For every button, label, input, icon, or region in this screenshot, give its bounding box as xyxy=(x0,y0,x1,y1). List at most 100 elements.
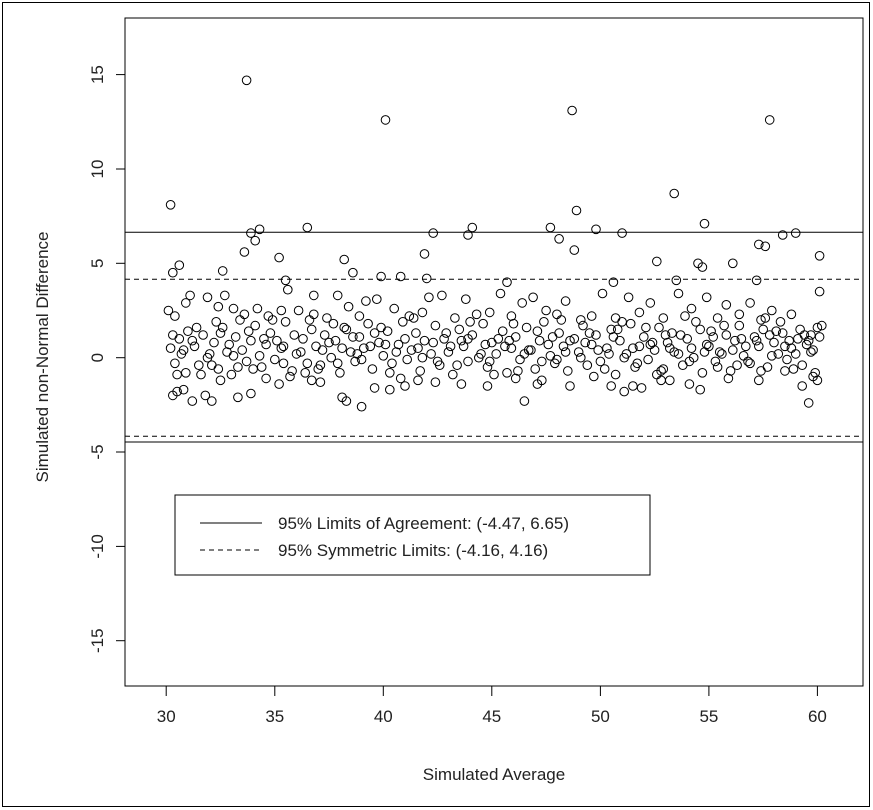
data-point xyxy=(799,330,810,340)
data-point xyxy=(669,188,680,199)
data-point xyxy=(580,337,591,348)
data-point xyxy=(634,341,645,352)
data-point xyxy=(463,334,473,344)
data-point xyxy=(563,366,573,376)
data-point xyxy=(754,375,764,386)
data-point xyxy=(751,335,762,346)
data-point xyxy=(793,334,803,344)
data-point xyxy=(359,343,369,354)
data-point xyxy=(450,313,460,323)
data-point xyxy=(298,334,308,344)
data-point xyxy=(515,354,525,365)
data-point xyxy=(204,349,215,359)
data-point xyxy=(697,368,708,378)
data-point xyxy=(248,364,258,374)
data-point xyxy=(658,313,669,323)
data-point xyxy=(612,324,623,335)
data-point xyxy=(786,309,797,320)
data-point xyxy=(424,292,434,303)
x-tick-label: 45 xyxy=(482,707,501,726)
data-point xyxy=(814,251,825,261)
data-point xyxy=(673,288,684,299)
data-point xyxy=(734,320,745,331)
data-point xyxy=(419,335,430,346)
data-point xyxy=(695,324,706,335)
data-point xyxy=(602,343,612,354)
data-point xyxy=(645,298,656,308)
data-point xyxy=(178,345,189,355)
data-point xyxy=(352,349,363,359)
data-point xyxy=(246,388,256,399)
data-point xyxy=(191,322,202,333)
data-point xyxy=(782,354,792,365)
x-tick-label: 35 xyxy=(265,707,284,726)
data-point xyxy=(363,318,373,329)
data-point xyxy=(256,362,267,372)
data-point xyxy=(803,398,814,408)
data-point xyxy=(517,298,528,308)
data-point xyxy=(380,115,391,125)
data-point xyxy=(463,230,473,240)
data-point xyxy=(502,277,512,288)
x-tick-label: 50 xyxy=(591,707,610,726)
data-point xyxy=(380,339,391,350)
data-point xyxy=(502,368,512,378)
data-point xyxy=(374,337,384,348)
data-point xyxy=(576,352,586,363)
data-point xyxy=(619,386,630,397)
data-point xyxy=(456,335,467,346)
data-point xyxy=(484,307,495,318)
data-point xyxy=(415,366,426,376)
data-point xyxy=(430,320,441,331)
data-point xyxy=(652,256,662,267)
data-point xyxy=(652,369,662,380)
data-point xyxy=(322,313,332,323)
data-point xyxy=(213,364,224,374)
legend-entry-symmetric-limits: 95% Symmetric Limits: (-4.16, 4.16) xyxy=(278,541,548,560)
data-point xyxy=(625,318,636,329)
data-point xyxy=(632,358,643,369)
legend-box xyxy=(174,494,651,576)
data-point xyxy=(660,330,671,340)
data-point xyxy=(285,371,295,382)
data-point xyxy=(194,360,204,371)
data-point xyxy=(541,305,551,316)
data-point xyxy=(760,241,771,252)
data-point xyxy=(369,383,380,393)
data-point xyxy=(784,335,795,346)
data-point xyxy=(207,360,217,371)
data-point xyxy=(721,330,732,340)
data-point xyxy=(595,356,606,367)
data-point xyxy=(701,339,712,350)
data-point xyxy=(261,339,271,350)
data-point xyxy=(311,341,321,352)
data-point xyxy=(430,377,441,388)
y-tick-label: -5 xyxy=(88,444,107,459)
data-point xyxy=(170,358,180,369)
data-point xyxy=(343,301,354,312)
data-point xyxy=(510,332,521,342)
data-point xyxy=(350,356,360,367)
x-tick-label: 60 xyxy=(808,707,827,726)
data-point xyxy=(803,335,814,346)
data-point xyxy=(606,324,617,335)
data-point xyxy=(395,271,406,282)
data-point xyxy=(324,337,334,348)
data-point xyxy=(230,332,241,342)
data-point xyxy=(400,334,410,344)
data-point xyxy=(306,324,317,335)
data-point xyxy=(378,351,389,361)
data-point xyxy=(382,326,393,337)
reference-lines xyxy=(125,231,863,443)
data-point xyxy=(754,239,764,250)
data-point xyxy=(356,401,367,412)
data-point xyxy=(187,335,198,346)
data-point xyxy=(754,341,764,352)
data-point xyxy=(591,330,601,340)
data-point xyxy=(617,228,627,238)
data-point xyxy=(773,349,784,359)
data-point xyxy=(767,351,777,361)
data-point xyxy=(695,384,706,395)
data-point xyxy=(745,358,755,369)
